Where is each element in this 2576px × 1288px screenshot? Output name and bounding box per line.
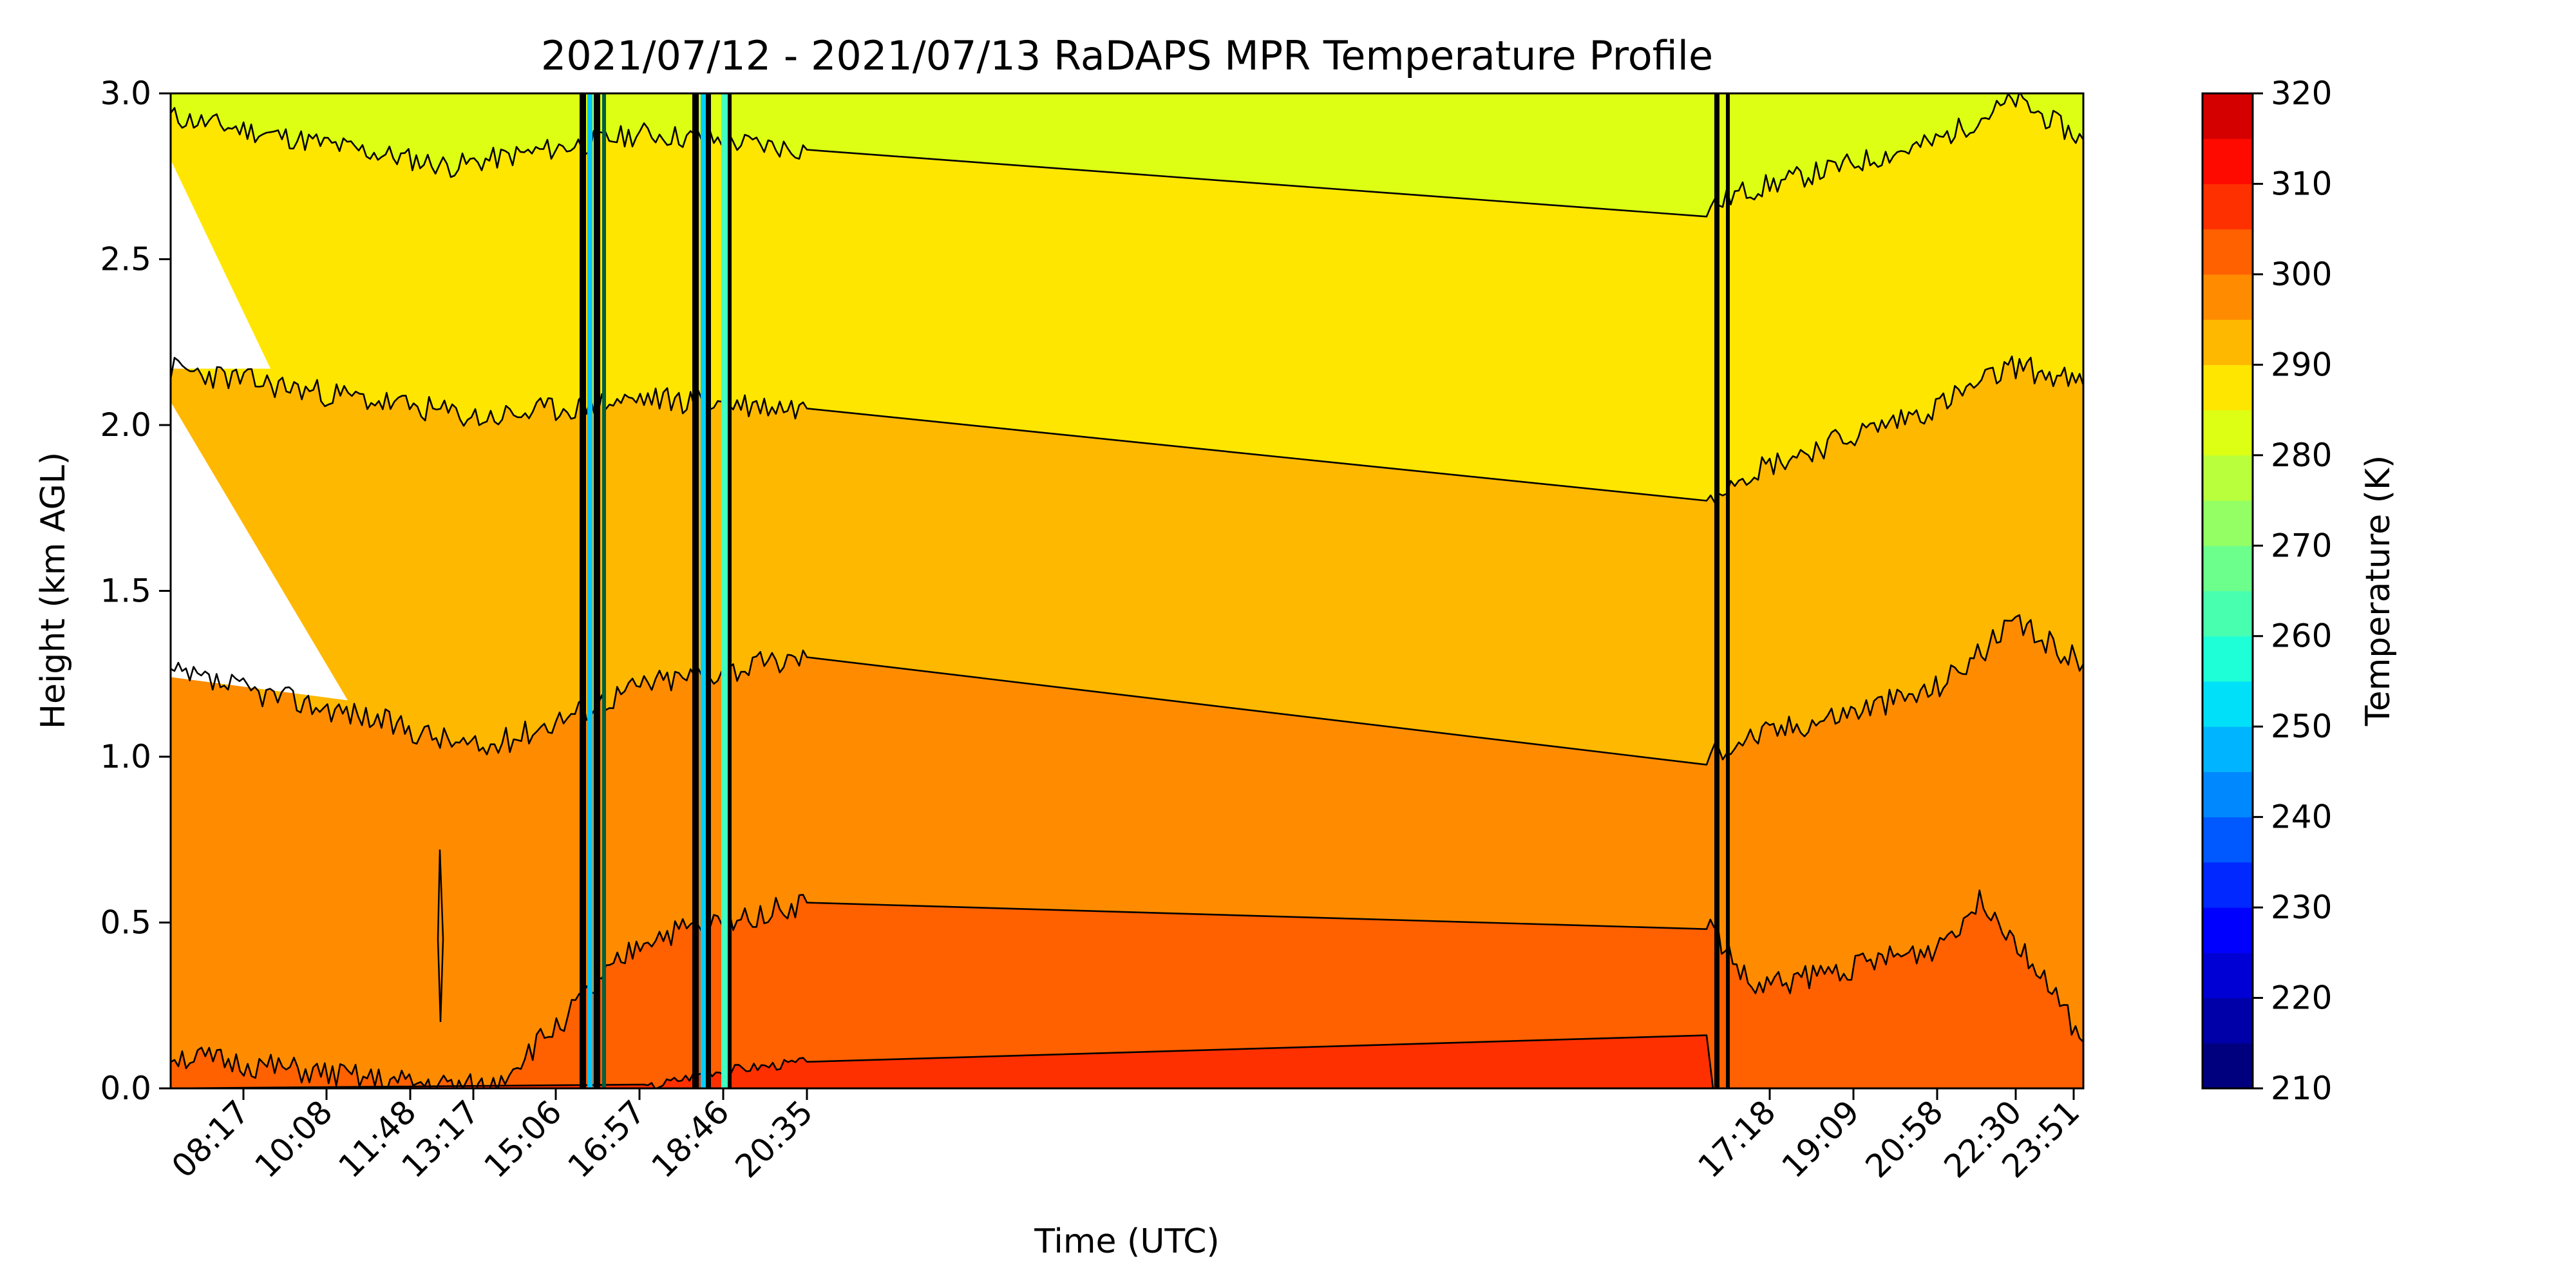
colorbar-segment bbox=[2202, 410, 2253, 456]
y-tick-label: 3.0 bbox=[100, 75, 151, 112]
colorbar-segment bbox=[2202, 93, 2253, 139]
x-tick-label: 19:09 bbox=[1775, 1093, 1867, 1185]
gap-stripe bbox=[1726, 93, 1730, 1088]
gap-stripe bbox=[692, 93, 699, 1088]
colorbar-tick-label: 260 bbox=[2271, 618, 2332, 655]
colorbar-tick-label: 300 bbox=[2271, 256, 2332, 293]
x-axis: 08:1710:0811:4813:1715:0616:5718:4620:35… bbox=[165, 1088, 2087, 1185]
colorbar-segment bbox=[2202, 952, 2253, 999]
contour-line-285K bbox=[171, 355, 2083, 504]
colorbar-segment bbox=[2202, 772, 2253, 818]
y-axis-title: Height (km AGL) bbox=[34, 452, 73, 729]
colorbar-tick-label: 240 bbox=[2271, 799, 2332, 836]
colorbar-tick-label: 310 bbox=[2271, 165, 2332, 202]
colorbar-segment bbox=[2202, 138, 2253, 184]
contour-isolated bbox=[437, 849, 444, 1023]
gap-stripe bbox=[721, 93, 728, 1088]
colorbar-title: Temperature (K) bbox=[2359, 455, 2398, 727]
colorbar-segment bbox=[2202, 274, 2253, 320]
gap-stripe bbox=[580, 93, 586, 1088]
colorbar-tick-label: 210 bbox=[2271, 1070, 2332, 1107]
colorbar-segment bbox=[2202, 681, 2253, 727]
gap-stripe bbox=[1714, 93, 1719, 1088]
contour-line-280K bbox=[171, 93, 2083, 218]
colorbar-segment bbox=[2202, 636, 2253, 682]
gap-stripe bbox=[594, 93, 600, 1088]
missing-data-wedge-lower bbox=[171, 401, 348, 701]
y-tick-label: 1.5 bbox=[100, 573, 151, 610]
band-300-305 bbox=[171, 1035, 2083, 1088]
colorbar-segment bbox=[2202, 817, 2253, 863]
colorbar-segment bbox=[2202, 545, 2253, 591]
colorbar-segment bbox=[2202, 998, 2253, 1044]
gap-stripe bbox=[587, 93, 592, 1088]
colorbar-segment bbox=[2202, 726, 2253, 772]
x-tick-label: 16:57 bbox=[561, 1093, 653, 1185]
colorbar-frame bbox=[2201, 92, 2254, 1090]
colorbar-segment bbox=[2202, 229, 2253, 275]
colorbar-segment bbox=[2202, 184, 2253, 230]
y-tick-label: 0.0 bbox=[100, 1070, 151, 1107]
chart-title: 2021/07/12 - 2021/07/13 RaDAPS MPR Tempe… bbox=[541, 32, 1713, 79]
missing-data-wedge-upper bbox=[171, 160, 270, 369]
colorbar-tick-label: 250 bbox=[2271, 708, 2332, 745]
colorbar-segment bbox=[2202, 500, 2253, 546]
x-tick-label: 18:46 bbox=[645, 1093, 737, 1185]
colorbar-segment bbox=[2202, 862, 2253, 908]
contour-line-290K bbox=[171, 614, 2083, 766]
x-tick-label: 20:58 bbox=[1859, 1093, 1951, 1185]
x-axis-title: Time (UTC) bbox=[1034, 1222, 1219, 1261]
x-tick-label: 15:06 bbox=[477, 1093, 569, 1185]
gap-stripe bbox=[706, 93, 711, 1088]
colorbar-segment bbox=[2202, 591, 2253, 637]
colorbar-segment bbox=[2202, 1043, 2253, 1089]
y-tick-label: 0.5 bbox=[100, 904, 151, 942]
colorbar-tick-label: 220 bbox=[2271, 980, 2332, 1017]
y-axis: 0.0 0.5 1.0 1.5 2.0 2.5 3.0 bbox=[100, 75, 171, 1107]
colorbar-segment bbox=[2202, 455, 2253, 501]
temperature-bands bbox=[171, 93, 2083, 1088]
colorbar-segment bbox=[2202, 365, 2253, 411]
colorbar-segment bbox=[2202, 907, 2253, 953]
colorbar: 210 220 230 240 250 260 270 280 290 300 310 320 bbox=[2201, 75, 2332, 1107]
y-tick-label: 2.5 bbox=[100, 241, 151, 278]
colorbar-segment bbox=[2202, 319, 2253, 365]
gap-stripe bbox=[728, 93, 732, 1088]
x-tick-label: 08:17 bbox=[165, 1093, 257, 1185]
colorbar-tick-label: 270 bbox=[2271, 527, 2332, 564]
data-gap-stripes bbox=[580, 93, 1730, 1088]
x-tick-label: 17:18 bbox=[1691, 1093, 1783, 1185]
colorbar-tick-label: 230 bbox=[2271, 889, 2332, 926]
y-tick-label: 2.0 bbox=[100, 406, 151, 444]
contour-line-295K bbox=[171, 889, 2083, 1088]
x-tick-label: 10:08 bbox=[248, 1093, 340, 1185]
gap-stripe bbox=[701, 93, 706, 1088]
colorbar-tick-label: 290 bbox=[2271, 346, 2332, 383]
x-tick-label: 20:35 bbox=[728, 1093, 820, 1185]
colorbar-tick-label: 320 bbox=[2271, 75, 2332, 112]
gap-stripe bbox=[602, 93, 606, 1088]
y-tick-label: 1.0 bbox=[100, 738, 151, 775]
colorbar-tick-label: 280 bbox=[2271, 437, 2332, 474]
